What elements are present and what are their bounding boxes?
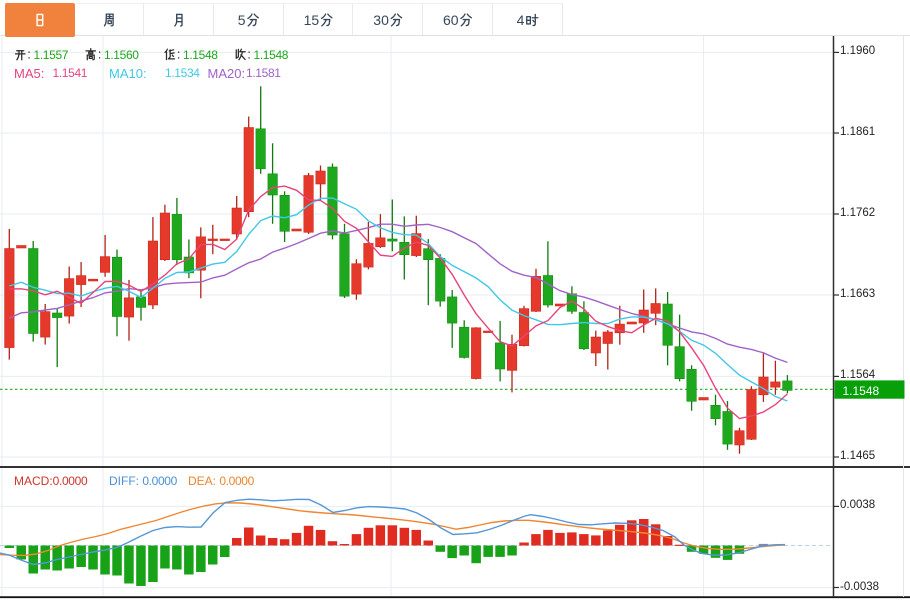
svg-text:15: 15: [304, 12, 320, 28]
svg-text::: :: [177, 47, 180, 61]
svg-text:5: 5: [238, 12, 246, 28]
svg-text:4: 4: [517, 12, 525, 28]
svg-text:30: 30: [373, 12, 389, 28]
svg-text::: :: [98, 47, 101, 61]
svg-text::: :: [247, 47, 250, 61]
svg-text:60: 60: [443, 12, 459, 28]
svg-text::: :: [27, 47, 30, 61]
